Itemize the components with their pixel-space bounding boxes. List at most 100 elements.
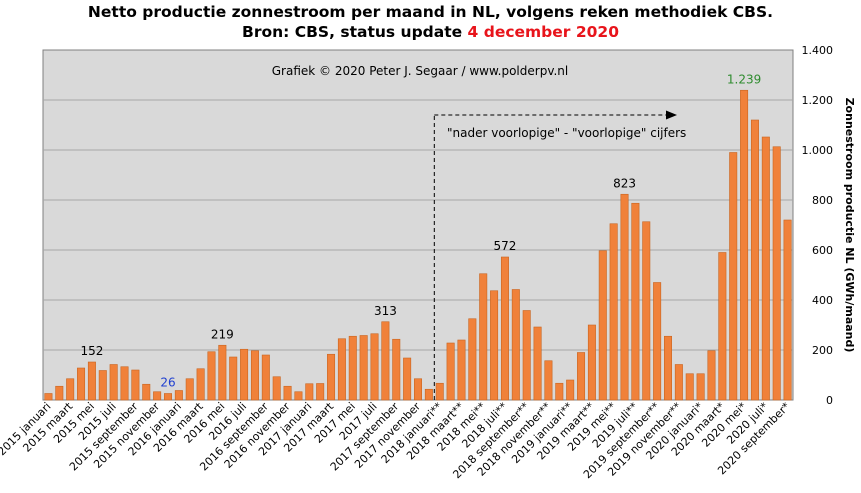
bar (44, 393, 53, 401)
bar (153, 391, 162, 401)
bar (761, 136, 770, 401)
bar (577, 352, 586, 401)
y-tick-label: 0 (826, 394, 833, 407)
y-axis-label: Zonnestroom productie NL (GWh/maand) (843, 98, 856, 353)
bar (740, 89, 749, 401)
y-tick-labels: 0 200 400 600 800 1.000 1.200 1.400 (802, 44, 834, 407)
bar (240, 348, 249, 401)
y-tick-label: 600 (812, 244, 833, 257)
bar (359, 335, 368, 401)
bar (316, 383, 325, 401)
bar (544, 360, 553, 401)
credit-text: Grafiek © 2020 Peter J. Segaar / www.pol… (272, 64, 569, 78)
bars (44, 89, 792, 401)
bar (174, 390, 183, 401)
bar (337, 338, 346, 401)
bar (327, 353, 336, 401)
source-text: Bron: CBS, status update (242, 23, 468, 41)
y-tick-label: 800 (812, 194, 833, 207)
bar (685, 373, 694, 401)
update-date: 4 december 2020 (467, 23, 619, 41)
bar (653, 282, 662, 401)
bar (131, 369, 140, 401)
bar (185, 378, 194, 401)
preliminary-label: "nader voorlopige" - "voorlopige" cijfer… (447, 126, 686, 140)
bar (77, 367, 86, 401)
preliminary-arrow (433, 110, 677, 400)
bar (750, 119, 759, 401)
bar (229, 356, 238, 401)
bar (555, 382, 564, 401)
y-tick-label: 200 (812, 344, 833, 357)
bar (533, 326, 542, 401)
bar (620, 193, 629, 401)
bar (696, 373, 705, 401)
bar (435, 382, 444, 401)
bar (772, 146, 781, 401)
bar (403, 357, 412, 401)
bar (66, 378, 75, 401)
bar (631, 202, 640, 401)
bar (511, 289, 520, 401)
bar (348, 335, 357, 401)
plot-area (42, 49, 794, 401)
chart-title-line2: Bron: CBS, status update 4 december 2020 (0, 22, 861, 42)
data-label: 823 (613, 176, 636, 190)
arrow-head (666, 110, 677, 120)
bar (446, 342, 455, 401)
bar (414, 378, 422, 401)
bar (272, 376, 281, 401)
bar (87, 361, 96, 401)
bar (55, 385, 64, 401)
bar (479, 273, 488, 401)
bar (261, 354, 270, 401)
bar (500, 256, 509, 401)
data-label: 313 (374, 304, 397, 318)
bar (250, 350, 259, 401)
bar (120, 366, 129, 401)
data-labels: 152 26 219 313 572 823 1.239 (80, 72, 761, 389)
bar (566, 379, 575, 401)
bar (392, 338, 401, 401)
y-tick-label: 1.000 (802, 144, 834, 157)
bar (207, 351, 216, 401)
data-label: 152 (80, 344, 103, 358)
bar (98, 370, 107, 401)
bar (674, 364, 683, 401)
bar (587, 324, 596, 401)
bar (664, 335, 672, 401)
bar (164, 393, 172, 401)
data-label: 26 (160, 376, 175, 390)
bar (305, 383, 314, 401)
bar (598, 250, 607, 401)
bar (468, 318, 477, 401)
y-tick-label: 1.400 (802, 44, 834, 57)
bar (109, 364, 118, 401)
y-tick-label: 400 (812, 294, 833, 307)
bar (718, 252, 727, 401)
gridlines (43, 99, 793, 351)
bar (522, 310, 531, 401)
bar (424, 388, 433, 401)
bar (283, 385, 292, 401)
bar (457, 339, 466, 401)
bar (218, 344, 227, 401)
bar (783, 219, 792, 401)
bar (707, 350, 716, 401)
bar (142, 383, 151, 401)
y-tick-label: 1.200 (802, 94, 834, 107)
bar (642, 221, 651, 401)
bar (196, 368, 205, 401)
chart-title: Netto productie zonnestroom per maand in… (0, 2, 861, 42)
bar (294, 391, 303, 401)
data-label: 1.239 (727, 72, 761, 86)
data-label: 219 (211, 327, 234, 341)
bar (729, 152, 738, 401)
bar (381, 321, 390, 401)
bar (370, 333, 379, 401)
chart-title-line1: Netto productie zonnestroom per maand in… (87, 3, 774, 21)
bar (490, 290, 499, 401)
bar (609, 223, 618, 401)
